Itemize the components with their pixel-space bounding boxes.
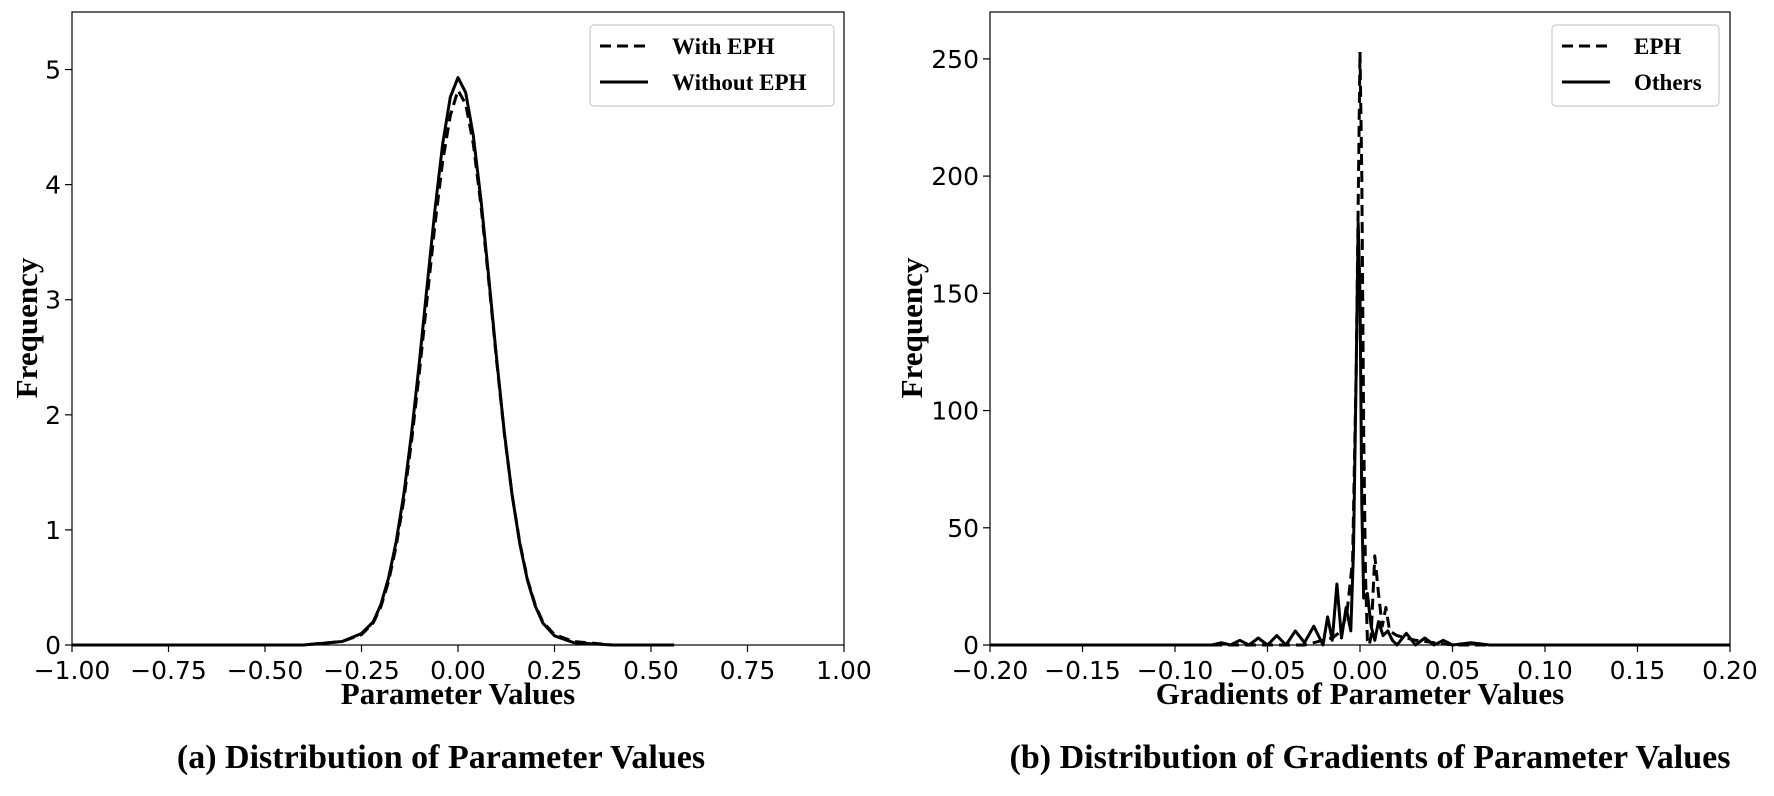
x-tick-label: 0.10 xyxy=(1517,656,1573,685)
x-tick-label: −0.15 xyxy=(1044,656,1121,685)
x-tick-label: 0.50 xyxy=(623,656,679,685)
series-line-others xyxy=(990,221,1730,647)
x-tick-label: 0.05 xyxy=(1425,656,1481,685)
x-tick-label: −1.00 xyxy=(34,656,111,685)
x-tick-label: −0.05 xyxy=(1229,656,1306,685)
x-axis-ticks-a: −1.00 −0.75 −0.50 −0.25 0.00 0.25 0.50 0.75 1.00 xyxy=(34,645,872,685)
y-tick-label: 150 xyxy=(931,279,979,308)
caption-a: (a) Distribution of Parameter Values xyxy=(177,739,705,776)
y-axis-label-a: Frequency xyxy=(9,257,44,398)
x-tick-label: 0.00 xyxy=(1332,656,1388,685)
legend-label-others: Others xyxy=(1634,70,1702,95)
y-tick-label: 1 xyxy=(45,516,61,545)
x-tick-label: −0.50 xyxy=(227,656,304,685)
x-tick-label: −0.75 xyxy=(130,656,207,685)
y-tick-label: 200 xyxy=(931,162,979,191)
series-line-without-eph xyxy=(72,76,675,647)
legend-label-with-eph: With EPH xyxy=(672,34,775,59)
series-lines-b xyxy=(990,50,1730,647)
x-tick-label: −0.10 xyxy=(1137,656,1214,685)
y-tick-label: 5 xyxy=(45,56,61,85)
series-lines-a xyxy=(72,76,675,647)
legend-box-b xyxy=(1551,24,1720,107)
x-tick-label: −0.25 xyxy=(323,656,400,685)
y-tick-label: 100 xyxy=(931,397,979,426)
y-tick-label: 0 xyxy=(45,631,61,660)
x-tick-label: 0.00 xyxy=(430,656,486,685)
y-tick-label: 4 xyxy=(45,171,61,200)
x-tick-label: −0.20 xyxy=(952,656,1029,685)
x-tick-label: 0.15 xyxy=(1610,656,1666,685)
series-line-eph xyxy=(990,50,1730,647)
y-axis-ticks-b: 0 50 100 150 200 250 xyxy=(931,45,990,660)
legend-b: EPH Others xyxy=(1551,24,1720,107)
x-tick-label: 0.25 xyxy=(527,656,583,685)
panel-gradients: 0 50 100 150 200 250 −0.20 −0.15 −0.10 −0.05 0.00… xyxy=(894,11,1758,776)
y-axis-ticks-a: 0 1 2 3 4 5 xyxy=(45,56,72,660)
y-tick-label: 2 xyxy=(45,401,61,430)
y-tick-label: 0 xyxy=(963,631,979,660)
plot-frame-a xyxy=(71,11,845,646)
legend-label-without-eph: Without EPH xyxy=(672,70,807,95)
series-line-with-eph xyxy=(72,88,675,647)
legend-box-a xyxy=(589,24,835,107)
legend-a: With EPH Without EPH xyxy=(589,24,835,107)
y-tick-label: 250 xyxy=(931,45,979,74)
y-axis-label-b: Frequency xyxy=(894,257,929,398)
x-tick-label: 0.75 xyxy=(720,656,776,685)
x-tick-label: 0.20 xyxy=(1702,656,1758,685)
x-tick-label: 1.00 xyxy=(816,656,872,685)
caption-b: (b) Distribution of Gradients of Paramet… xyxy=(1010,739,1731,776)
y-tick-label: 3 xyxy=(45,286,61,315)
x-axis-label-a: Parameter Values xyxy=(341,676,575,711)
x-axis-ticks-b: −0.20 −0.15 −0.10 −0.05 0.00 0.05 0.10 0.15 0.20 xyxy=(952,645,1758,685)
y-tick-label: 50 xyxy=(947,514,979,543)
legend-label-eph: EPH xyxy=(1634,34,1681,59)
panel-parameter-values: 0 1 2 3 4 5 −1.00 −0.75 −0.50 −0.25 0.00 0.25 0.50 0… xyxy=(9,11,872,776)
x-axis-label-b: Gradients of Parameter Values xyxy=(1156,676,1564,711)
